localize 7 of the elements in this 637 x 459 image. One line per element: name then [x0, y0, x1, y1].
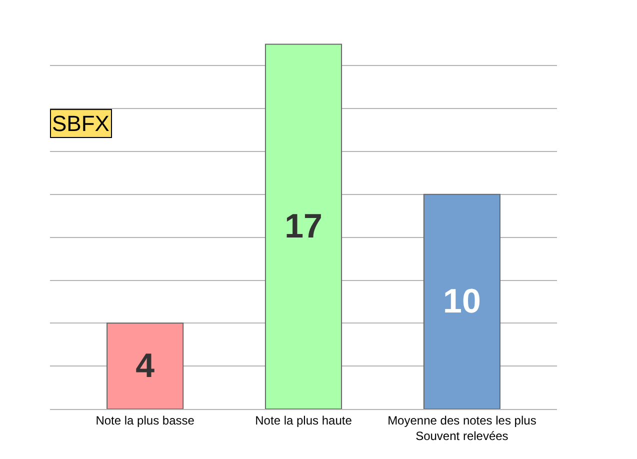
data-label: 4 [136, 347, 155, 386]
text: SBFX [52, 111, 110, 136]
x-tick-label: Note la plus haute [255, 413, 352, 428]
data-label: 10 [443, 282, 481, 321]
x-tick-label: Note la plus basse [96, 413, 195, 428]
x-tick-label: Moyenne des notes les plus Souvent relevées [388, 413, 536, 443]
data-label: 17 [284, 208, 322, 246]
